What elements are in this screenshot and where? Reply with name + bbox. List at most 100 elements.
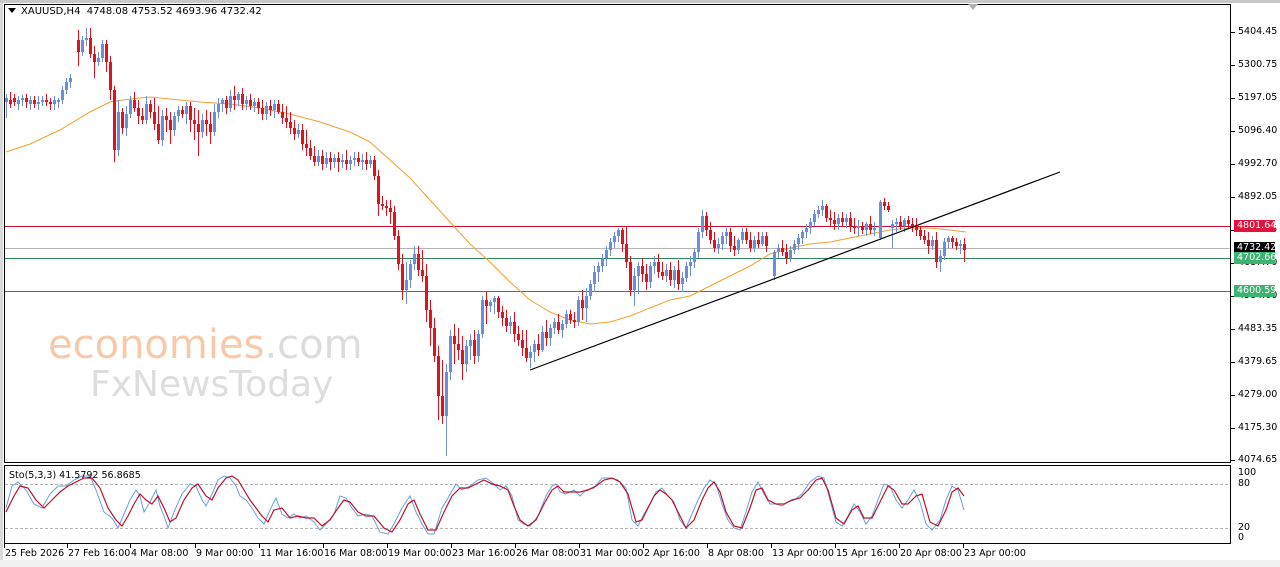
bull-candle-body	[891, 224, 894, 228]
bull-candle-body	[577, 300, 580, 322]
bull-candle-body	[449, 336, 452, 372]
bull-candle-body	[245, 100, 248, 104]
time-axis-tick	[771, 544, 772, 548]
price-axis-label: 5404.45	[1238, 26, 1278, 37]
bear-candle-body	[165, 116, 168, 120]
window-left-border	[0, 3, 3, 567]
bear-candle-body	[189, 106, 192, 120]
bear-candle-body	[385, 206, 388, 208]
dropdown-triangle-icon[interactable]	[8, 8, 16, 13]
bull-candle-body	[753, 240, 756, 248]
support2-tag: 4600.59	[1234, 285, 1276, 297]
bear-candle-body	[645, 274, 648, 282]
bear-candle-body	[149, 104, 152, 112]
bear-candle-body	[485, 300, 488, 306]
bear-candle-body	[869, 224, 872, 230]
bear-candle-body	[457, 344, 460, 350]
bear-candle-body	[749, 240, 752, 248]
time-axis-tick	[643, 544, 644, 548]
watermark-fxnewstoday: FxNewsToday	[90, 364, 334, 405]
bear-candle-body	[745, 232, 748, 240]
bear-candle-body	[841, 218, 844, 222]
bull-candle-body	[29, 100, 32, 104]
chart-title: XAUUSD,H4 4748.08 4753.52 4693.96 4732.4…	[8, 6, 262, 17]
bull-candle-body	[717, 244, 720, 248]
bull-candle-body	[565, 314, 568, 324]
bear-candle-body	[923, 236, 926, 240]
bull-candle-body	[737, 240, 740, 250]
time-axis-label: 16 Mar 08:00	[324, 548, 388, 559]
bull-candle-body	[701, 216, 704, 232]
bear-candle-body	[907, 220, 910, 224]
bear-candle-body	[501, 312, 504, 318]
support1-tag: 4702.66	[1234, 252, 1276, 264]
bull-candle-body	[217, 104, 220, 112]
price-axis-tick	[1231, 98, 1235, 99]
bull-candle-body	[125, 114, 128, 128]
time-axis-tick	[707, 544, 708, 548]
bull-candle-body	[777, 248, 780, 252]
bull-candle-body	[481, 300, 484, 334]
bear-candle-body	[557, 322, 560, 330]
bull-candle-body	[529, 352, 532, 358]
bull-candle-body	[413, 254, 416, 264]
bull-candle-body	[637, 266, 640, 276]
time-axis-label: 15 Apr 16:00	[836, 548, 898, 559]
bull-candle-body	[601, 258, 604, 266]
bull-candle-body	[681, 278, 684, 284]
price-axis-tick	[1231, 197, 1235, 198]
bear-candle-body	[281, 112, 284, 118]
bear-candle-body	[729, 232, 732, 246]
bull-candle-body	[553, 322, 556, 328]
moving-average-line	[5, 96, 967, 325]
bear-candle-body	[935, 240, 938, 262]
bear-candle-body	[181, 110, 184, 114]
bull-candle-body	[773, 252, 776, 276]
bull-candle-body	[37, 102, 40, 104]
time-axis-tick	[195, 544, 196, 548]
bull-candle-body	[721, 236, 724, 244]
bull-candle-body	[185, 106, 188, 114]
time-axis-tick	[835, 544, 836, 548]
price-axis-tick	[1231, 131, 1235, 132]
bear-candle-body	[621, 230, 624, 244]
bear-candle-body	[345, 160, 348, 164]
price-axis-label: 4175.30	[1238, 422, 1278, 433]
bull-candle-body	[609, 242, 612, 250]
time-axis-label: 20 Apr 08:00	[900, 548, 962, 559]
bear-candle-body	[137, 108, 140, 116]
bear-candle-body	[109, 62, 112, 90]
chart-shift-marker-icon[interactable]	[968, 4, 978, 10]
bear-candle-body	[911, 224, 914, 226]
bear-candle-body	[629, 262, 632, 290]
bear-candle-body	[289, 122, 292, 128]
time-axis-tick	[963, 544, 964, 548]
bear-candle-body	[197, 124, 200, 132]
bear-candle-body	[657, 262, 660, 272]
current-price-tag: 4732.42	[1234, 242, 1276, 254]
price-axis-tick	[1231, 65, 1235, 66]
bear-candle-body	[337, 158, 340, 162]
bear-candle-body	[425, 276, 428, 310]
bull-candle-body	[761, 236, 764, 244]
bear-candle-body	[853, 226, 856, 228]
bear-candle-body	[157, 124, 160, 140]
bull-candle-body	[673, 270, 676, 280]
price-axis-tick	[1231, 395, 1235, 396]
bull-candle-body	[405, 280, 408, 290]
bull-candle-body	[489, 302, 492, 306]
bear-candle-body	[45, 100, 48, 102]
bear-candle-body	[401, 264, 404, 290]
price-axis-tick	[1231, 32, 1235, 33]
bear-candle-body	[365, 160, 368, 164]
bull-candle-body	[845, 218, 848, 222]
resistance-tag: 4801.64	[1234, 220, 1276, 232]
time-axis-label: 26 Mar 08:00	[516, 548, 580, 559]
price-axis-tick	[1231, 329, 1235, 330]
bull-candle-body	[53, 100, 56, 104]
bear-candle-body	[269, 106, 272, 110]
bear-candle-body	[951, 238, 954, 242]
stochastic-panel[interactable]	[4, 465, 1231, 544]
bull-candle-body	[237, 94, 240, 100]
status-strip	[0, 560, 1280, 567]
